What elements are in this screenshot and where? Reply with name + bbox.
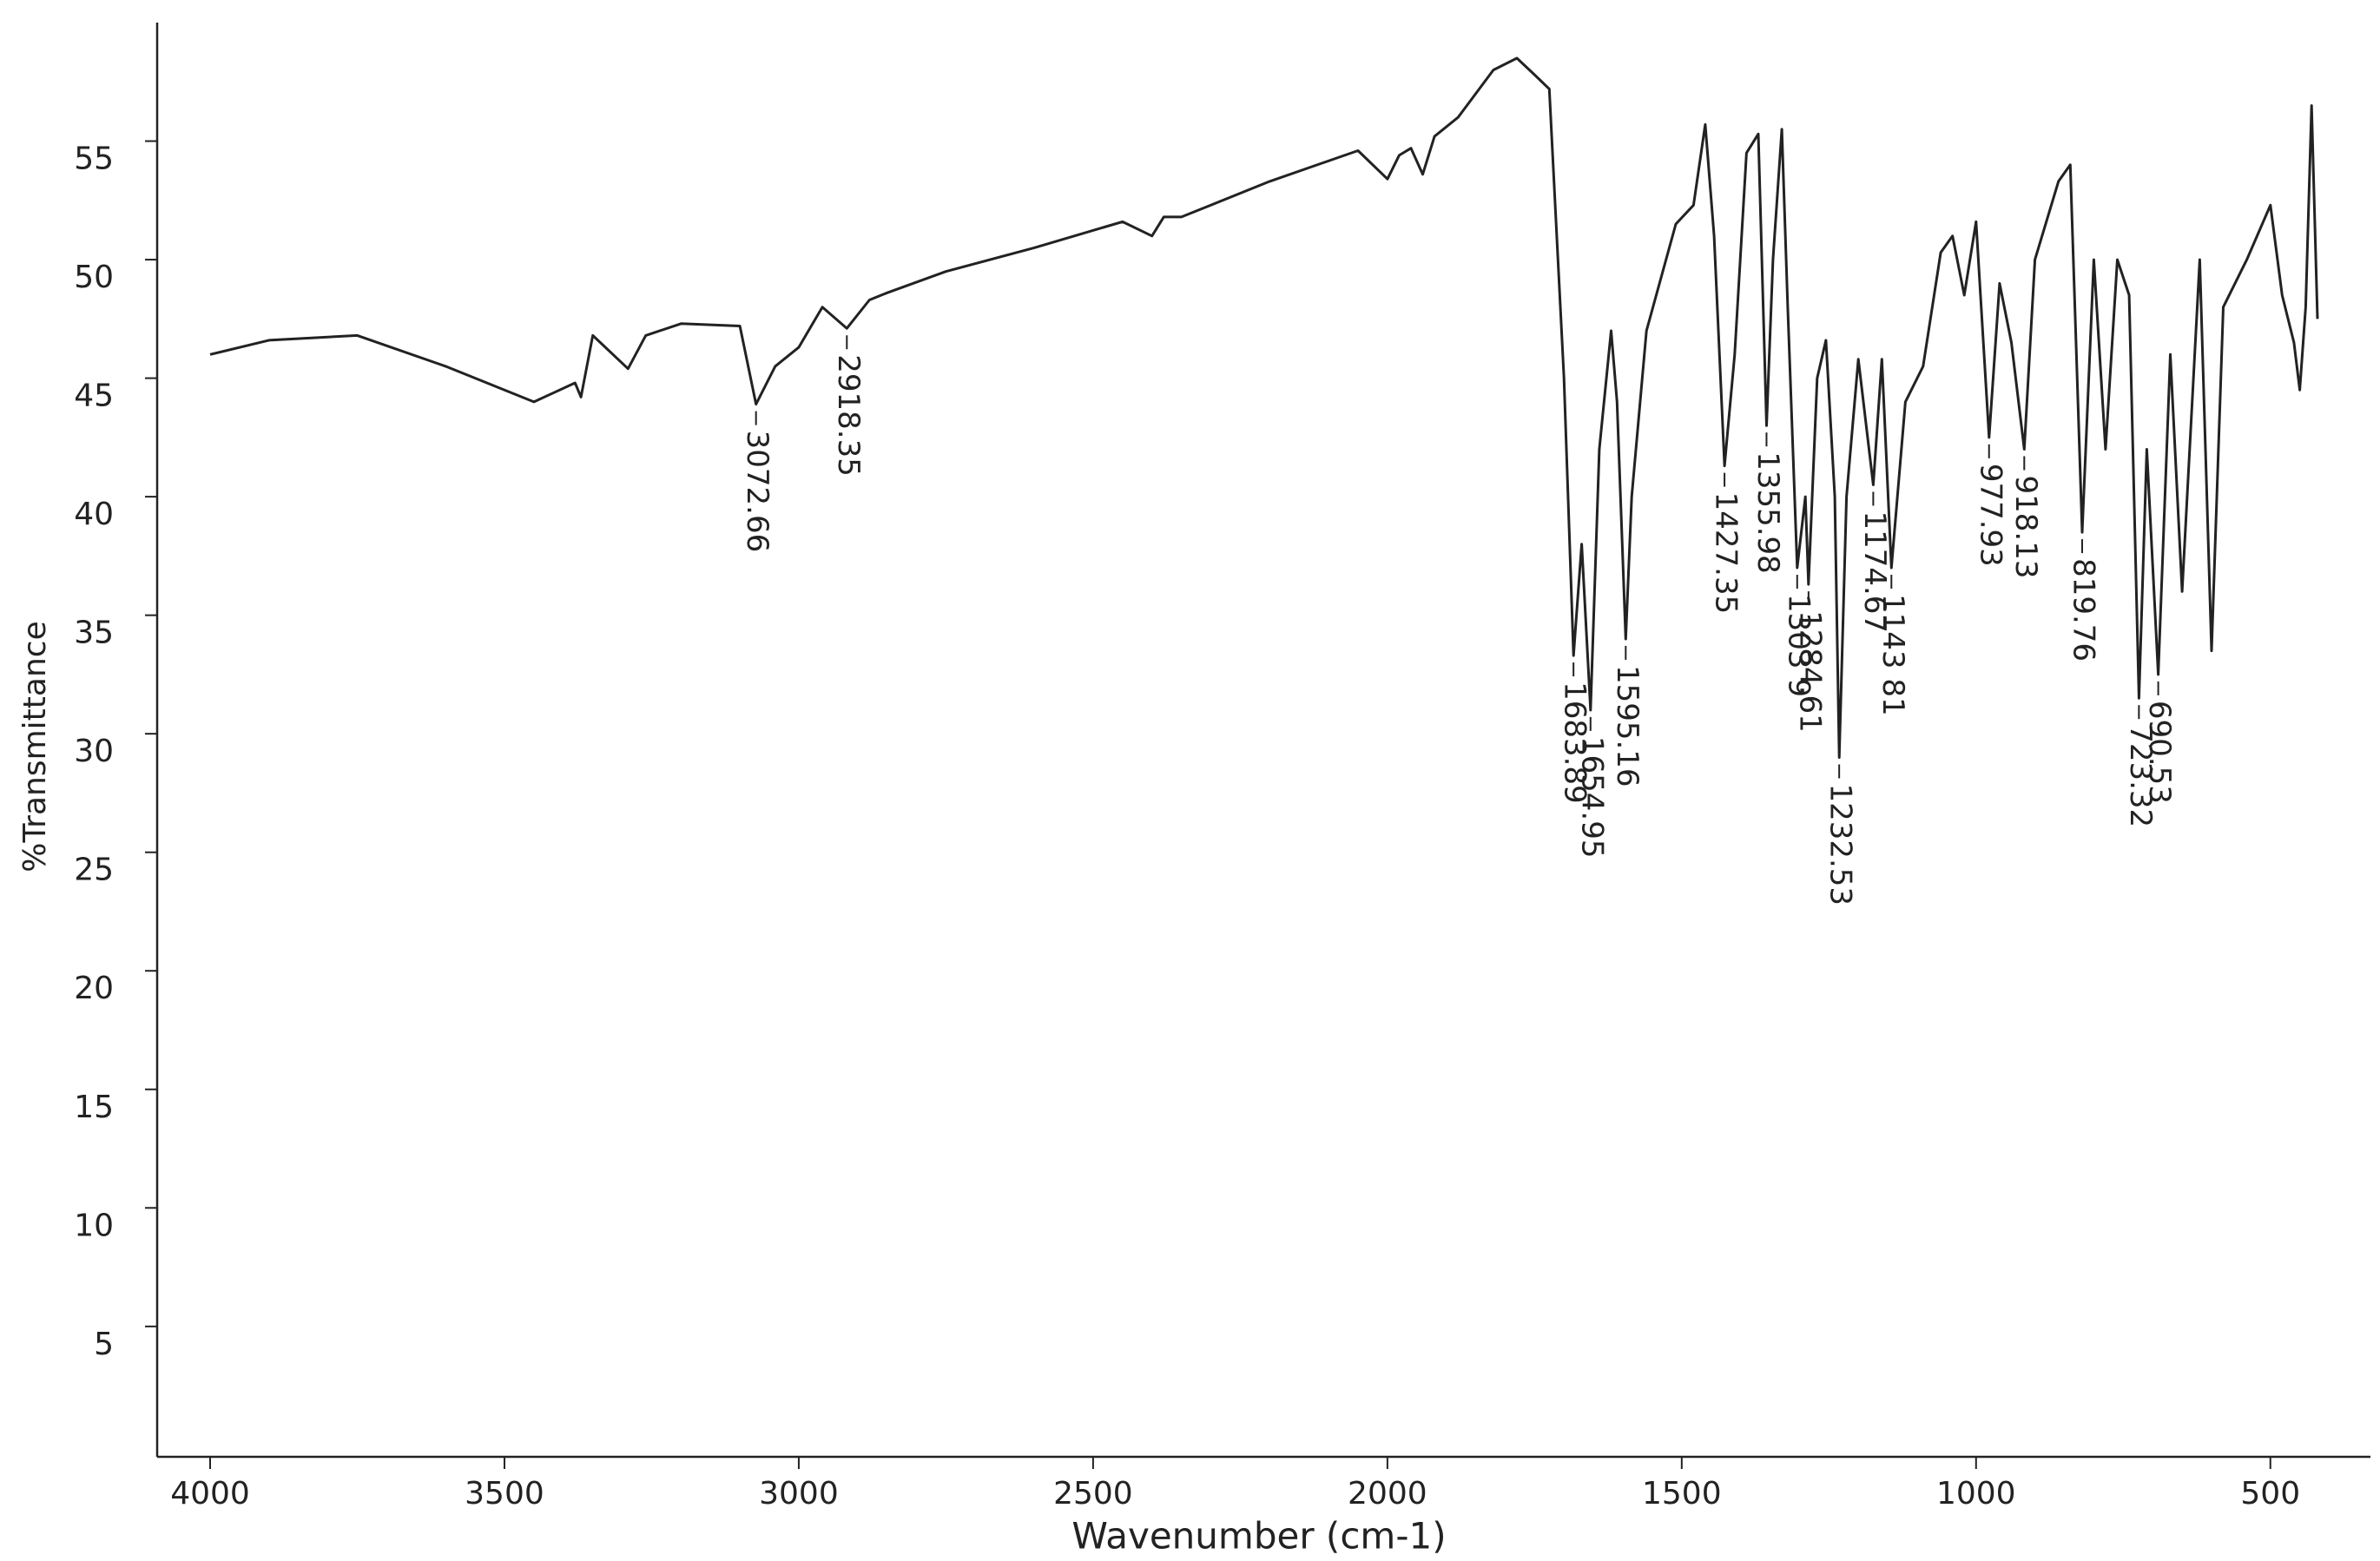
peak-label: 1427.35 (1709, 492, 1744, 615)
y-tick-label: 30 (74, 734, 114, 769)
x-tick-label: 2000 (1348, 1476, 1427, 1512)
x-tick-label: 2500 (1053, 1476, 1133, 1512)
y-tick-label: 10 (74, 1208, 114, 1243)
peak-label: 977.93 (1973, 464, 2008, 567)
x-axis-label: Wavenumber (cm-1) (1071, 1515, 1446, 1558)
y-tick-label: 25 (74, 853, 114, 888)
peak-label: 1284.61 (1792, 610, 1827, 733)
peak-label: 723.32 (2123, 724, 2158, 827)
peak-label: 3072.66 (740, 431, 775, 553)
y-tick-label: 45 (74, 379, 114, 414)
x-tick-label: 4000 (170, 1476, 250, 1512)
peak-label: 1595.16 (1610, 665, 1645, 787)
peak-label: 1143 81 (1876, 594, 1910, 716)
peak-label: 1355.98 (1750, 451, 1785, 574)
spectrum-line (209, 56, 2319, 759)
peak-label: 1303 9 (1781, 594, 1816, 697)
x-tick-label: 3500 (465, 1476, 544, 1512)
peak-label: 819.76 (2066, 558, 2100, 662)
peak-label: 1654.95 (1574, 736, 1609, 859)
y-tick-label: 20 (74, 971, 114, 1006)
x-tick-label: 500 (2240, 1476, 2300, 1512)
peak-label: 1683.89 (1558, 682, 1592, 804)
peak-label: 690.53 (2142, 701, 2177, 804)
peak-label: 2918.35 (831, 354, 866, 477)
peak-label: 918.13 (2008, 476, 2043, 579)
peak-label: 1174.67 (1857, 510, 1892, 633)
peak-label: 1232.53 (1823, 783, 1858, 906)
x-tick-label: 3000 (759, 1476, 839, 1512)
y-tick-label: 15 (74, 1090, 114, 1125)
y-tick-label: 5 (94, 1327, 114, 1362)
y-axis-label: %Transmittance (17, 621, 53, 872)
y-tick-label: 55 (74, 142, 114, 177)
x-tick-label: 1000 (1936, 1476, 2016, 1512)
y-tick-label: 50 (74, 260, 114, 295)
x-tick-label: 1500 (1642, 1476, 1722, 1512)
y-tick-label: 35 (74, 616, 114, 651)
y-tick-label: 40 (74, 497, 114, 532)
